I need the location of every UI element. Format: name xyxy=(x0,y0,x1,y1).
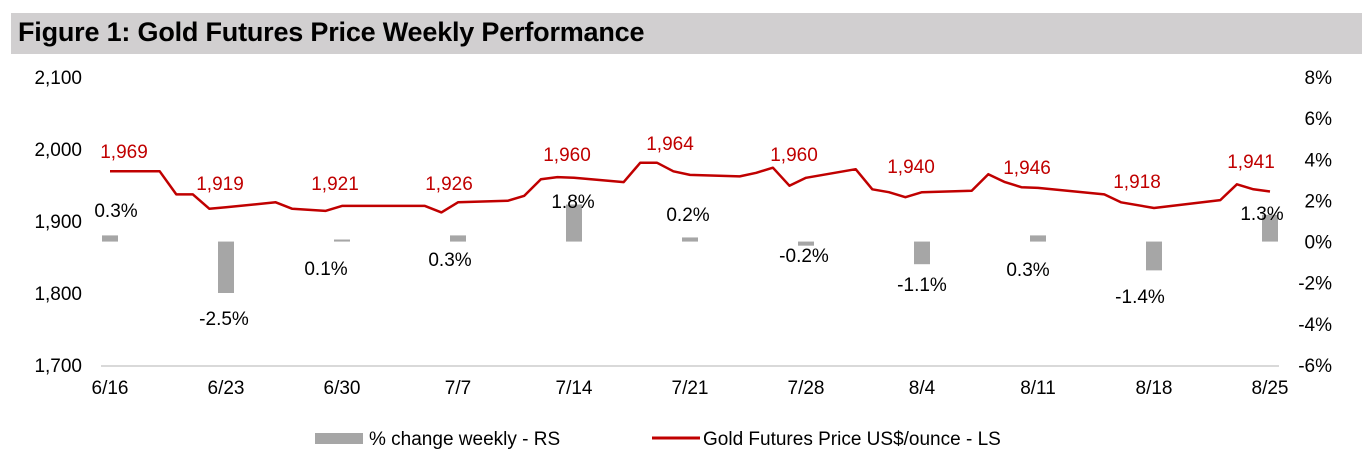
right-axis-tick: -6% xyxy=(1298,356,1332,377)
x-axis-tick: 8/11 xyxy=(1020,378,1056,399)
bar-data-label: 0.1% xyxy=(304,259,347,280)
bar-data-label: -1.1% xyxy=(897,275,947,296)
price-data-label: 1,941 xyxy=(1227,152,1275,173)
x-axis-tick: 8/18 xyxy=(1136,378,1173,399)
bar xyxy=(914,241,930,265)
legend-line-label: Gold Futures Price US$/ounce - LS xyxy=(703,429,1001,450)
right-axis-tick: 2% xyxy=(1305,191,1333,212)
bar xyxy=(682,237,698,242)
bar-data-label: -2.5% xyxy=(199,309,249,330)
left-axis-tick: 1,700 xyxy=(34,356,82,377)
price-data-label: 1,918 xyxy=(1113,172,1161,193)
left-axis-tick: 1,900 xyxy=(34,212,82,233)
right-axis-tick: 0% xyxy=(1305,233,1333,254)
bar-data-labels: 0.3% -2.5% 0.1% 0.3% 1.8% 0.2% -0.2% -1.1% 0.3% -… xyxy=(94,192,1283,330)
x-axis-tick: 7/28 xyxy=(788,378,825,399)
price-data-label: 1,960 xyxy=(543,145,591,166)
legend: % change weekly - RS Gold Futures Price … xyxy=(315,429,1001,450)
bar xyxy=(1146,241,1162,271)
right-axis-tick: 4% xyxy=(1305,150,1333,171)
price-data-label: 1,964 xyxy=(646,134,694,155)
right-axis-tick: -2% xyxy=(1298,274,1332,295)
bar-data-label: 1.3% xyxy=(1240,204,1283,225)
price-line xyxy=(110,161,1271,214)
bar-data-label: 0.2% xyxy=(666,205,709,226)
legend-bar-swatch xyxy=(315,433,363,444)
bar xyxy=(450,235,466,242)
bar-data-label: 0.3% xyxy=(1006,260,1049,281)
x-axis-tick: 8/25 xyxy=(1252,378,1289,399)
price-data-label: 1,940 xyxy=(887,157,935,178)
bar xyxy=(102,235,118,242)
left-axis-tick: 1,800 xyxy=(34,284,82,305)
x-axis-tick: 7/7 xyxy=(445,378,471,399)
bar-data-label: -1.4% xyxy=(1115,287,1165,308)
price-data-labels: 1,969 1,919 1,921 1,926 1,960 1,964 1,960 1,940… xyxy=(100,134,1275,195)
price-data-label: 1,969 xyxy=(100,142,148,163)
x-axis-tick: 7/21 xyxy=(672,378,709,399)
figure-title: Figure 1: Gold Futures Price Weekly Perf… xyxy=(18,17,645,47)
x-axis-tick: 8/4 xyxy=(909,378,936,399)
legend-bar-label: % change weekly - RS xyxy=(369,429,560,450)
bar xyxy=(334,239,350,242)
left-axis: 1,700 1,800 1,900 2,000 2,100 xyxy=(34,68,82,377)
figure-title-bar: Figure 1: Gold Futures Price Weekly Perf… xyxy=(11,13,1362,54)
bar xyxy=(566,204,582,242)
bar xyxy=(798,241,814,246)
bar-data-label: -0.2% xyxy=(779,246,829,267)
price-data-label: 1,960 xyxy=(770,145,818,166)
bar-data-label: 1.8% xyxy=(551,192,594,213)
bar-series xyxy=(102,204,1278,293)
x-axis-tick: 6/16 xyxy=(92,378,129,399)
right-axis-tick: 8% xyxy=(1305,68,1333,89)
bar-data-label: 0.3% xyxy=(428,250,471,271)
left-axis-tick: 2,000 xyxy=(34,140,82,161)
right-axis-tick: 6% xyxy=(1305,109,1333,130)
price-data-label: 1,919 xyxy=(196,174,244,195)
x-axis-tick: 6/23 xyxy=(208,378,245,399)
right-axis: -6% -4% -2% 0% 2% 4% 6% 8% xyxy=(1298,68,1332,377)
bar xyxy=(1262,214,1278,242)
bar-data-label: 0.3% xyxy=(94,201,137,222)
x-axis-tick: 7/14 xyxy=(556,378,593,399)
left-axis-tick: 2,100 xyxy=(34,68,82,89)
bar xyxy=(218,241,234,293)
x-axis-tick: 6/30 xyxy=(324,378,361,399)
price-data-label: 1,946 xyxy=(1003,158,1051,179)
bar xyxy=(1030,235,1046,242)
price-data-label: 1,921 xyxy=(311,174,359,195)
price-data-label: 1,926 xyxy=(425,174,473,195)
x-axis: 6/16 6/23 6/30 7/7 7/14 7/21 7/28 8/4 8/11 8/18 8/… xyxy=(92,378,1289,399)
right-axis-tick: -4% xyxy=(1298,315,1332,336)
